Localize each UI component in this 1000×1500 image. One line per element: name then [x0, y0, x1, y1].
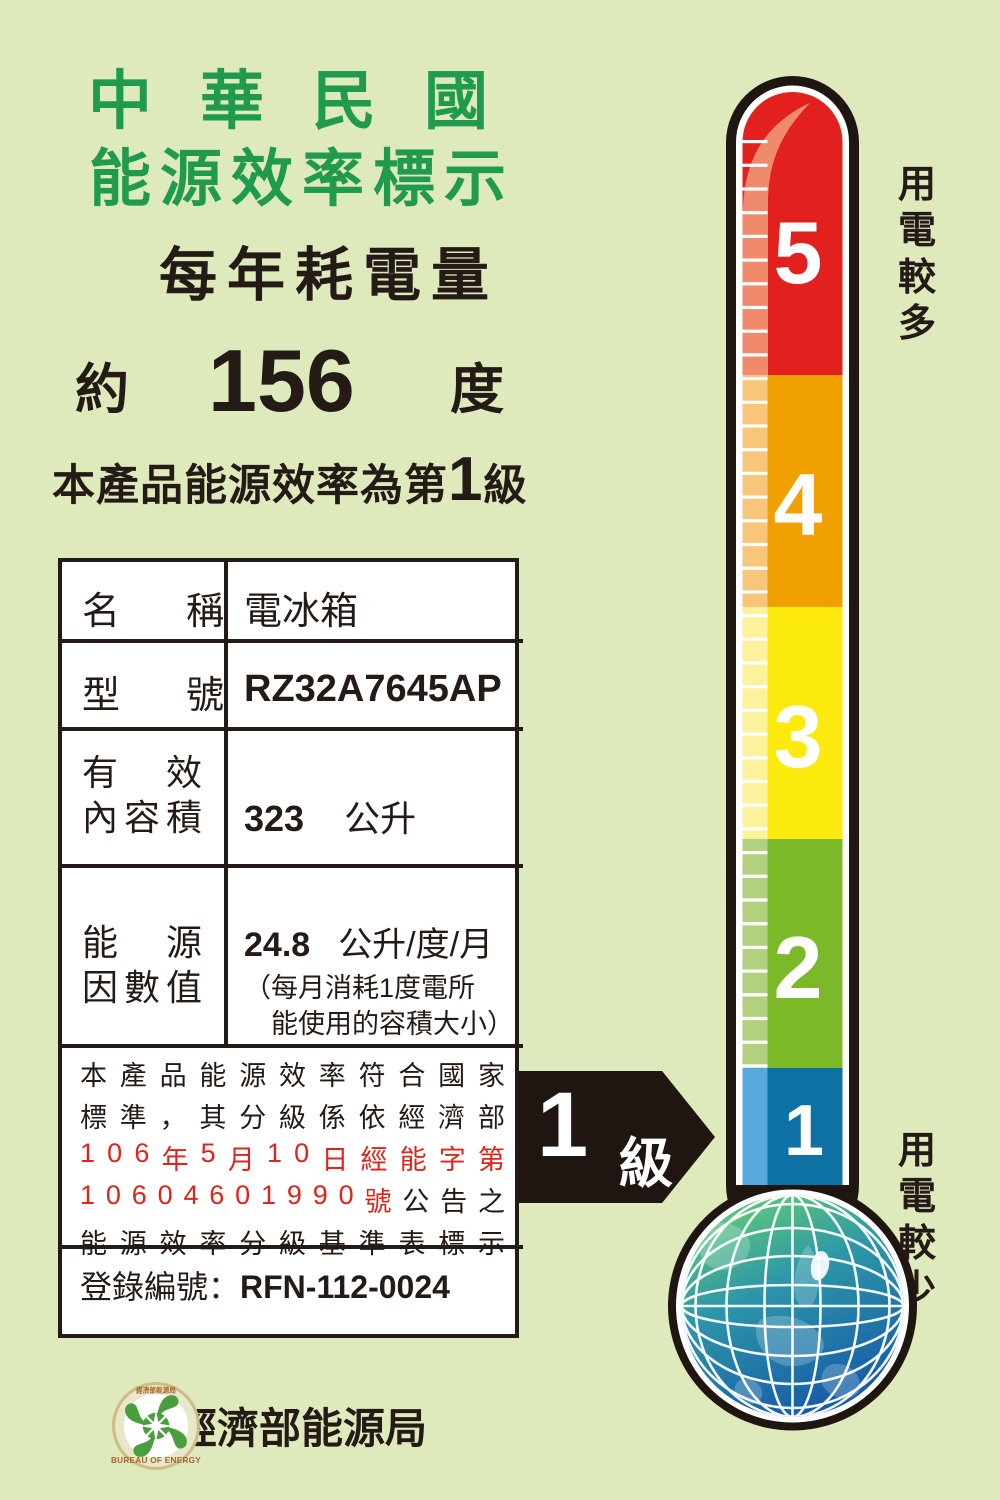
svg-text:5: 5 [774, 203, 823, 302]
svg-text:2: 2 [774, 918, 823, 1017]
svg-text:3: 3 [774, 687, 823, 786]
svg-text:1: 1 [784, 1091, 824, 1171]
svg-text:4: 4 [774, 455, 823, 554]
